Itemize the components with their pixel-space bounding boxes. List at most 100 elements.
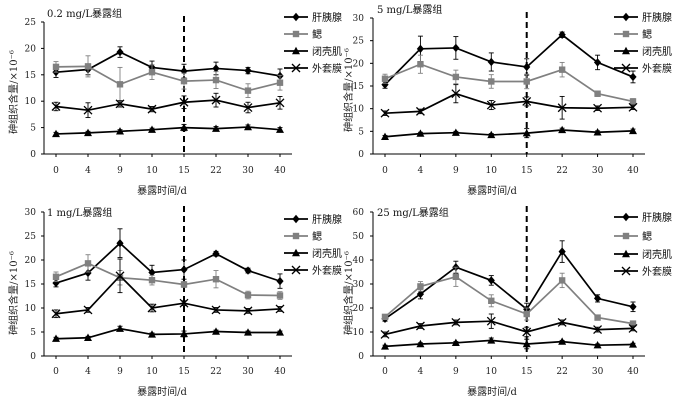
x-tick-label: 0 — [382, 166, 388, 176]
x-tick-label: 15 — [178, 367, 190, 377]
data-point — [451, 338, 460, 346]
y-tick-label: 20 — [25, 44, 37, 54]
data-point — [451, 317, 461, 327]
axes: 0 10 20 30 40 50 60 0 4 9 10 15 22 30 40 — [353, 208, 645, 377]
series-3 — [52, 324, 284, 342]
series-line — [55, 242, 281, 284]
legend-marker — [614, 46, 638, 55]
x-tick-label: 40 — [274, 166, 286, 176]
data-point — [244, 122, 252, 131]
data-point — [51, 309, 61, 319]
y-tick-label: 20 — [353, 304, 365, 314]
data-point — [523, 310, 530, 318]
data-point — [52, 334, 60, 342]
series-2 — [52, 55, 284, 102]
data-point — [594, 90, 601, 97]
x-tick-label: 10 — [146, 367, 158, 377]
data-point — [116, 127, 124, 135]
data-point — [275, 98, 285, 108]
x-axis-label: 暴露时间/d — [467, 385, 517, 398]
legend-symbol — [621, 63, 631, 73]
data-point — [116, 81, 124, 88]
data-point — [51, 102, 61, 111]
x-tick-label: 0 — [53, 166, 59, 176]
y-tick-label: 10 — [353, 328, 365, 338]
series-1 — [52, 228, 284, 289]
legend-symbol — [291, 265, 301, 275]
series-3 — [381, 125, 637, 140]
data-point — [115, 271, 125, 281]
data-point — [381, 313, 389, 321]
x-tick-label: 0 — [382, 367, 388, 377]
data-point — [52, 63, 60, 71]
y-tick-label: 0 — [358, 150, 364, 160]
legend-label: 鳃 — [642, 230, 652, 243]
data-point — [180, 66, 188, 76]
data-point — [180, 77, 188, 85]
legend-symbol — [292, 12, 300, 22]
data-point — [488, 297, 495, 304]
series-line — [55, 274, 281, 315]
legend-symbol — [292, 248, 300, 257]
x-tick-label: 0 — [53, 367, 59, 377]
data-point — [593, 128, 602, 136]
data-point — [244, 266, 252, 275]
axes: 0 5 10 15 20 25 0 4 9 10 15 22 30 40 — [25, 18, 292, 176]
legend-label: 肝胰腺 — [312, 11, 342, 24]
data-point — [52, 129, 60, 138]
y-tick-label: 5 — [358, 127, 364, 137]
legend-label: 闭壳肌 — [312, 247, 342, 260]
x-tick-label: 4 — [85, 367, 91, 377]
data-point — [147, 104, 157, 114]
legend-label: 外套膜 — [642, 265, 672, 278]
x-tick-label: 40 — [274, 367, 286, 377]
data-point — [558, 337, 567, 345]
legend-symbol — [292, 46, 300, 55]
legend-marker — [284, 232, 308, 240]
series-3 — [381, 336, 637, 350]
data-point — [593, 294, 602, 303]
data-point — [557, 103, 567, 113]
data-point — [523, 78, 530, 85]
data-point — [522, 339, 531, 348]
legend-item: 肝胰腺 — [284, 11, 342, 24]
data-point — [116, 47, 124, 57]
y-tick-label: 10 — [25, 97, 37, 107]
data-marks — [51, 16, 285, 154]
data-point — [212, 249, 220, 258]
x-tick-label: 15 — [521, 166, 533, 176]
legend-symbol — [622, 249, 630, 258]
data-point — [244, 291, 252, 299]
x-tick-label: 4 — [418, 367, 424, 377]
panel-title: 0.2 mg/L暴露组 — [47, 7, 122, 20]
legend-label: 鳃 — [312, 28, 322, 41]
x-tick-label: 9 — [453, 367, 459, 377]
data-point — [52, 273, 60, 280]
x-axis-label: 暴露时间/d — [137, 184, 187, 197]
x-tick-label: 9 — [117, 367, 123, 377]
panel-title: 25 mg/L暴露组 — [377, 206, 449, 219]
y-tick-label: 25 — [353, 37, 365, 47]
x-tick-label: 22 — [556, 166, 567, 176]
x-tick-label: 15 — [521, 367, 533, 377]
series-4 — [51, 92, 285, 119]
data-point — [558, 277, 566, 284]
data-point — [452, 43, 460, 53]
data-point — [381, 342, 389, 350]
legend-item: 闭壳肌 — [284, 247, 342, 260]
series-line — [55, 327, 280, 340]
data-point — [629, 340, 637, 348]
series-line — [384, 63, 634, 103]
data-point — [211, 95, 221, 105]
x-tick-label: 10 — [486, 367, 498, 377]
legend: 肝胰腺 鳃 闭壳肌 外套膜 — [614, 211, 672, 278]
y-axis-label: 砷组织含量/×10⁻⁶ — [7, 50, 20, 134]
data-point — [276, 79, 284, 86]
data-point — [594, 314, 601, 321]
data-point — [84, 63, 92, 70]
y-tick-label: 15 — [353, 82, 365, 92]
legend-symbol — [622, 212, 630, 222]
legend-item: 闭壳肌 — [284, 45, 342, 58]
data-point — [415, 106, 425, 116]
data-point — [629, 72, 637, 82]
